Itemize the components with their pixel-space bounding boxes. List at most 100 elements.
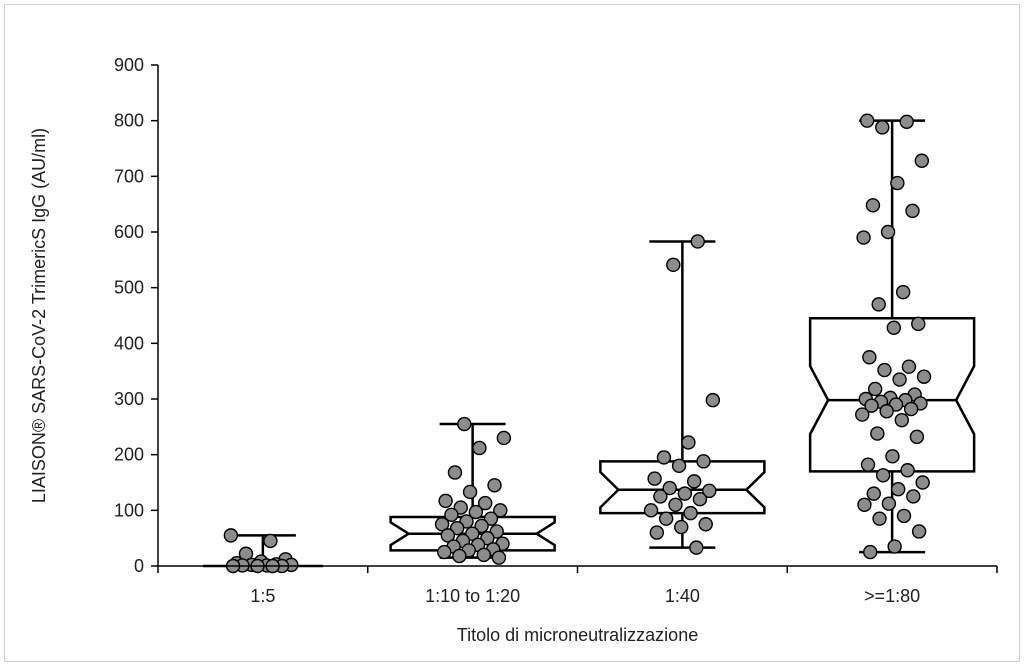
x-tick-label: >=1:80 — [864, 586, 920, 606]
data-point — [905, 203, 920, 219]
data-point — [437, 544, 452, 560]
data-point — [491, 550, 507, 565]
data-point — [879, 404, 894, 419]
y-tick-label: 600 — [114, 222, 144, 242]
data-point — [857, 497, 872, 512]
data-point — [668, 497, 683, 512]
data-point — [911, 524, 927, 539]
data-point — [698, 517, 713, 532]
data-point — [877, 362, 892, 378]
data-point — [496, 430, 512, 446]
data-point — [903, 401, 919, 417]
data-point — [899, 114, 914, 129]
data-point — [647, 471, 662, 486]
y-tick-label: 500 — [114, 278, 144, 298]
x-tick-label: 1:5 — [250, 586, 275, 606]
data-point — [677, 486, 693, 501]
data-point — [474, 518, 489, 534]
data-point — [476, 547, 492, 563]
data-point — [447, 465, 463, 480]
x-tick-label: 1:40 — [665, 586, 700, 606]
box-2 — [599, 240, 766, 549]
data-point — [880, 224, 896, 240]
data-point — [705, 392, 721, 408]
data-point — [887, 539, 902, 554]
data-point — [683, 505, 698, 521]
x-axis-title: Titolo di microneutralizzazione — [457, 625, 698, 645]
data-point — [865, 198, 881, 213]
data-point — [900, 463, 915, 478]
data-point — [901, 359, 917, 374]
y-tick-label: 100 — [114, 500, 144, 520]
data-point — [696, 454, 711, 469]
y-tick-label: 300 — [114, 389, 144, 409]
data-point — [690, 234, 705, 249]
x-ticks: 1:5 1:10 to 1:20 1:40 >=1:80 — [157, 566, 998, 606]
data-point — [885, 449, 900, 464]
data-point — [452, 548, 467, 564]
data-point — [862, 350, 877, 365]
data-point — [653, 489, 668, 504]
data-point — [890, 175, 905, 191]
data-point — [468, 504, 484, 520]
data-point — [867, 381, 883, 397]
data-point — [440, 528, 456, 543]
data-point — [662, 480, 677, 496]
data-point — [449, 520, 465, 536]
boxplot-chart: 0 100 200 300 400 500 600 700 800 900 1:5 1:10 to … — [29, 55, 998, 645]
data-point — [666, 257, 681, 273]
data-point — [493, 503, 508, 518]
data-point — [472, 440, 487, 456]
y-tick-label: 700 — [114, 166, 144, 186]
data-point — [855, 407, 870, 422]
data-point — [453, 500, 468, 515]
data-point — [909, 429, 925, 445]
data-point — [223, 528, 239, 543]
data-point — [891, 481, 906, 497]
data-point — [859, 113, 875, 128]
data-point — [656, 450, 672, 465]
data-point — [686, 474, 702, 489]
data-point — [856, 230, 871, 245]
y-ticks: 0 100 200 300 400 500 600 700 800 900 — [114, 55, 158, 576]
data-point — [702, 483, 717, 499]
data-point — [462, 484, 478, 500]
data-point — [896, 508, 912, 524]
data-point — [681, 435, 696, 450]
data-point — [649, 525, 665, 540]
data-point — [477, 495, 493, 511]
points-layer — [223, 113, 932, 574]
data-point — [864, 398, 879, 413]
data-point — [692, 492, 708, 507]
points-1 — [434, 416, 512, 565]
y-tick-label: 200 — [114, 445, 144, 465]
points-3 — [855, 113, 932, 560]
data-point — [863, 544, 878, 560]
data-point — [911, 316, 926, 332]
data-point — [881, 496, 897, 511]
data-point — [643, 503, 659, 518]
data-point — [871, 297, 886, 312]
data-point — [895, 284, 911, 300]
points-2 — [643, 234, 721, 555]
chart-frame: 0 100 200 300 400 500 600 700 800 900 1:5 1:10 to … — [4, 4, 1020, 662]
data-point — [872, 511, 887, 526]
data-point — [886, 320, 902, 335]
data-point — [870, 426, 885, 441]
data-point — [894, 412, 909, 428]
data-point — [457, 416, 472, 432]
data-point — [875, 120, 890, 135]
data-point — [434, 517, 450, 532]
y-tick-label: 400 — [114, 333, 144, 353]
y-tick-label: 800 — [114, 111, 144, 131]
data-point — [671, 458, 687, 473]
data-point — [658, 511, 674, 526]
x-tick-label: 1:10 to 1:20 — [425, 586, 520, 606]
data-point — [914, 153, 930, 168]
boxes-layer — [202, 119, 976, 568]
y-axis-title: LIAISON® SARS-CoV-2 TrimericS IgG (AU/ml… — [29, 128, 49, 503]
data-point — [483, 511, 499, 526]
data-point — [892, 372, 907, 387]
data-point — [906, 489, 921, 504]
data-point — [915, 475, 930, 490]
